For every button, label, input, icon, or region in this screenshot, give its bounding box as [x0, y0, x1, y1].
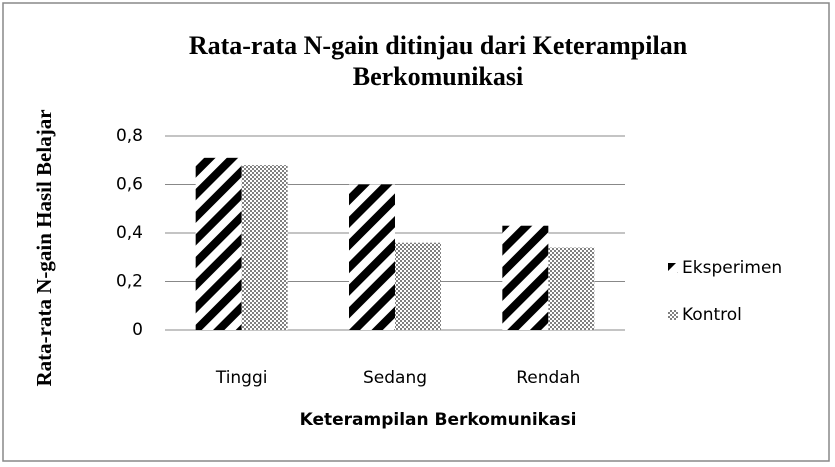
chart-title: Rata-rata N-gain ditinjau dari Keterampi… — [188, 31, 688, 91]
legend-swatch — [668, 310, 678, 320]
legend-label: Kontrol — [682, 305, 742, 325]
y-tick-label: 0,6 — [116, 175, 143, 195]
x-tick-label: Sedang — [363, 368, 427, 388]
x-axis-label: Keterampilan Berkomunikasi — [300, 410, 577, 430]
x-tick-label: Tinggi — [215, 368, 268, 388]
x-tick-label: Rendah — [516, 368, 580, 388]
y-tick-label: 0,8 — [116, 126, 143, 146]
bar — [241, 165, 288, 330]
y-axis-label: Rata-rata N-gain Hasil Belajar — [32, 109, 56, 386]
bar — [395, 242, 441, 330]
legend-label: Eksperimen — [682, 258, 782, 278]
bar — [195, 157, 242, 330]
bar — [349, 184, 395, 330]
bar — [502, 225, 549, 330]
chart-frame — [2, 2, 830, 462]
bar — [548, 247, 595, 330]
legend-swatch — [668, 263, 678, 273]
y-tick-label: 0,4 — [116, 223, 143, 243]
y-tick-label: 0,2 — [116, 272, 143, 292]
y-tick-label: 0 — [132, 320, 143, 340]
